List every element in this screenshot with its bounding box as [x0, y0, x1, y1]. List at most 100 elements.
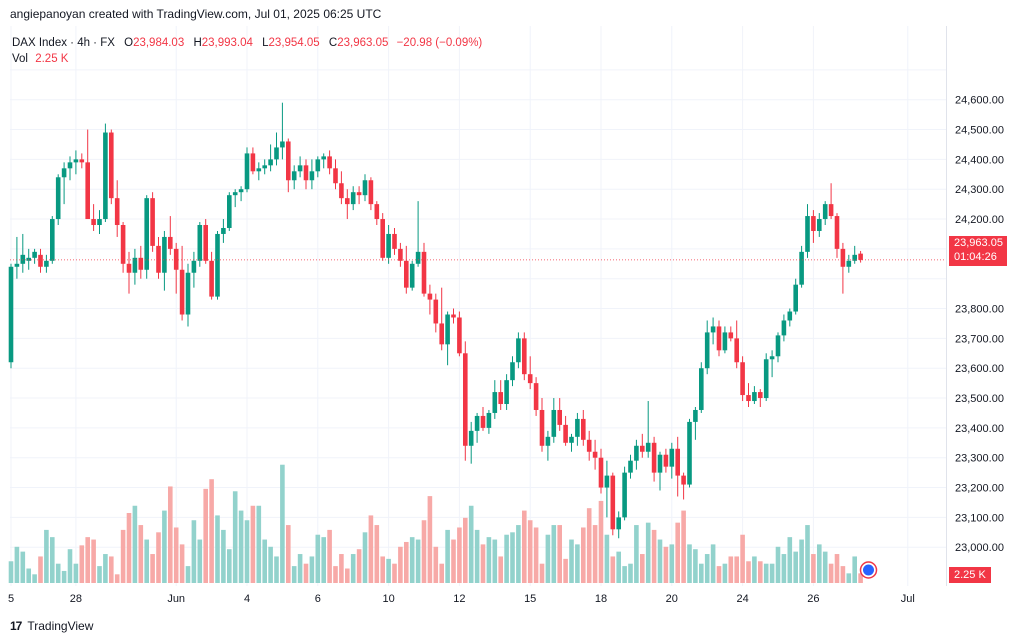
candle-body — [463, 353, 468, 446]
volume-bar — [280, 464, 285, 583]
volume-bar — [527, 520, 533, 583]
candle-body — [26, 257, 31, 261]
volume-bar — [20, 551, 26, 583]
candle-body — [610, 475, 616, 530]
candle-body — [286, 141, 291, 181]
candle-body — [162, 236, 167, 273]
candle-body — [415, 251, 421, 264]
volume-bar — [221, 529, 226, 583]
volume-bar — [498, 556, 503, 583]
candle-body — [805, 216, 810, 252]
candle-body — [828, 204, 834, 217]
globe-icon — [863, 564, 874, 576]
candle-body — [716, 326, 722, 351]
volume-bar — [687, 544, 692, 583]
x-tick-label: 26 — [807, 593, 819, 605]
candle-body — [404, 260, 409, 288]
candle-body — [527, 374, 533, 384]
change-value: −20.98 (−0.09%) — [396, 37, 483, 49]
candle-body — [333, 168, 338, 184]
volume-bar — [291, 566, 297, 583]
time-axis: 5 28 Jun 4 6 10 12 15 18 20 24 26 Jul — [8, 593, 915, 605]
volume-bar — [669, 544, 675, 583]
candle-body — [575, 418, 580, 437]
candle-body — [763, 359, 769, 399]
y-tick-label: 23,200.00 — [955, 483, 1004, 495]
volume-bar — [138, 525, 144, 583]
volume-bar — [162, 510, 167, 583]
price-axis: 23,000.00 23,100.00 23,200.00 23,300.00 23,4… — [955, 95, 1004, 555]
high-label: H — [193, 37, 202, 49]
candle-body — [817, 219, 822, 231]
volume-bar — [769, 563, 775, 583]
candle-body — [61, 168, 67, 178]
candle-body — [811, 216, 816, 231]
symbol-label[interactable]: DAX Index · 4h · FX — [12, 37, 115, 49]
volume-bar — [634, 525, 639, 583]
volume-bar — [539, 563, 545, 583]
candle-body — [581, 418, 586, 440]
brand-name: TradingView — [27, 619, 94, 633]
volume-bar — [457, 527, 462, 583]
volume-bar — [758, 561, 763, 583]
candle-body — [114, 198, 120, 226]
volume-bar — [32, 574, 37, 583]
candle-body — [781, 320, 787, 336]
y-tick-label: 24,200.00 — [955, 214, 1004, 226]
volume-bar — [616, 551, 621, 583]
candle-body — [645, 442, 651, 452]
candle-body — [227, 195, 232, 228]
volume-bar — [722, 563, 728, 583]
candle-body — [710, 326, 716, 333]
candle-body — [486, 412, 492, 428]
candle-body — [209, 260, 214, 297]
volume-bar — [846, 573, 852, 583]
volume-bar — [327, 529, 332, 583]
volume-bar — [728, 556, 734, 583]
candle-body — [339, 183, 344, 199]
candle-body — [197, 225, 203, 261]
volume-bar — [374, 525, 380, 583]
chart-legend: DAX Index · 4h · FX O23,984.03 H23,993.0… — [12, 35, 482, 67]
volume-bar — [445, 529, 450, 583]
x-tick-label: 10 — [382, 593, 394, 605]
candle-body — [775, 335, 781, 357]
volume-bar — [209, 479, 214, 583]
candle-body — [173, 248, 179, 270]
volume-bar — [516, 525, 521, 583]
volume-bar — [640, 554, 645, 583]
candle-body — [427, 293, 433, 300]
candle-body — [120, 225, 126, 264]
candle-body — [663, 454, 669, 467]
volume-bar — [710, 544, 716, 583]
volume-value: 2.25 K — [35, 53, 69, 65]
volume-bar — [504, 534, 509, 583]
candle-body — [374, 204, 380, 220]
volume-bar — [67, 549, 73, 583]
candle-body — [858, 253, 863, 260]
candle-body — [510, 362, 515, 381]
x-tick-label: 5 — [8, 593, 14, 605]
volume-bar — [368, 515, 374, 583]
volume-bar — [586, 508, 592, 583]
x-tick-label: 15 — [524, 593, 536, 605]
volume-bar — [704, 554, 710, 583]
volume-bar — [85, 537, 90, 583]
candle-body — [457, 317, 462, 354]
volume-bar — [392, 563, 397, 583]
volume-bar — [763, 563, 769, 583]
volume-bar — [828, 563, 834, 583]
candle-body — [221, 227, 226, 234]
volume-bar — [97, 566, 102, 583]
candle-body — [291, 171, 297, 181]
candle-body — [752, 392, 757, 402]
candle-body — [852, 254, 857, 261]
candle-body — [250, 153, 256, 172]
candle-body — [563, 424, 568, 443]
volume-bar — [740, 534, 745, 583]
candle-body — [191, 260, 197, 273]
y-tick-label: 23,400.00 — [955, 423, 1004, 435]
volume-bar — [834, 554, 840, 583]
chart-grid — [10, 26, 946, 586]
